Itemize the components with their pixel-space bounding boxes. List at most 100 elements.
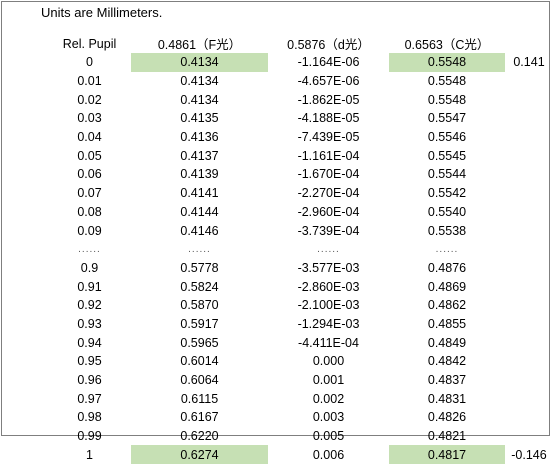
rel-pupil-cell: 0.03: [77, 111, 102, 126]
table-row: 0.94 0.5965 -4.411E-04 0.4849: [0, 333, 553, 352]
extra-value-cell: [505, 277, 553, 296]
d-line-cell: -2.270E-04: [297, 186, 360, 201]
table-row: 0.97 0.6115 0.002 0.4831: [0, 389, 553, 408]
f-line-cell: 0.6167: [180, 410, 219, 425]
table-row: 0.9 0.5778 -3.577E-03 0.4876: [0, 259, 553, 278]
f-line-cell: 0.6274: [131, 445, 268, 464]
f-line-cell: 0.6115: [180, 391, 219, 406]
rel-pupil-cell: 1: [86, 447, 93, 462]
rel-pupil-cell: 0.99: [77, 429, 102, 444]
table-row: 0.02 0.4134 -1.862E-05 0.5548: [0, 90, 553, 109]
table-row: 0.09 0.4146 -3.739E-04 0.5538: [0, 221, 553, 240]
d-line-cell: -1.862E-05: [297, 92, 360, 107]
f-line-cell: 0.5917: [180, 316, 219, 331]
ellipsis-row: ........................: [0, 240, 553, 259]
rel-pupil-cell: 0.96: [77, 373, 102, 388]
f-line-cell: 0.4134: [131, 53, 268, 72]
f-line-cell: ......: [188, 243, 211, 255]
d-line-cell: -2.100E-03: [297, 298, 360, 313]
f-line-cell: 0.4137: [180, 148, 219, 163]
rel-pupil-cell: 0.09: [77, 223, 102, 238]
d-line-cell: 0.006: [312, 447, 345, 462]
extra-value-cell: [505, 203, 553, 222]
extra-value-cell: [505, 109, 553, 128]
c-line-cell: 0.5547: [427, 111, 467, 126]
c-line-cell: 0.4862: [427, 298, 467, 313]
extra-value-cell: [505, 259, 553, 278]
header-f-line: 0.4861（F光）: [157, 38, 242, 52]
d-line-cell: 0.002: [312, 391, 345, 406]
extra-value-cell: [505, 146, 553, 165]
extra-value-cell: [505, 389, 553, 408]
table-row: 0.96 0.6064 0.001 0.4837: [0, 371, 553, 390]
d-line-cell: -3.577E-03: [297, 260, 360, 275]
extra-value-cell: [505, 315, 553, 334]
rel-pupil-cell: 0.98: [77, 410, 102, 425]
c-line-cell: 0.5542: [427, 186, 467, 201]
table-row: 0.01 0.4134 -4.657E-06 0.5548: [0, 72, 553, 91]
extra-value-cell: [505, 221, 553, 240]
d-line-cell: 0.000: [312, 354, 345, 369]
d-line-cell: -1.164E-06: [297, 55, 360, 70]
rel-pupil-cell: 0.06: [77, 167, 102, 182]
extra-value-cell: [505, 333, 553, 352]
rel-pupil-cell: 0: [86, 55, 93, 70]
d-line-cell: -1.294E-03: [297, 316, 360, 331]
table-row: 0.06 0.4139 -1.670E-04 0.5544: [0, 165, 553, 184]
table-row: 0.95 0.6014 0.000 0.4842: [0, 352, 553, 371]
extra-value-cell: [505, 296, 553, 315]
d-line-cell: 0.001: [312, 373, 345, 388]
table-row: 0.05 0.4137 -1.161E-04 0.5545: [0, 146, 553, 165]
c-line-cell: 0.4817: [389, 445, 505, 464]
rel-pupil-cell: 0.9: [80, 260, 99, 275]
table-row: 0.03 0.4135 -4.188E-05 0.5547: [0, 109, 553, 128]
table-row: 1 0.6274 0.006 0.4817 -0.146: [0, 445, 553, 464]
table-row: 0.93 0.5917 -1.294E-03 0.4855: [0, 315, 553, 334]
d-line-cell: 0.003: [312, 410, 345, 425]
c-line-cell: 0.5540: [427, 204, 467, 219]
f-line-cell: 0.4139: [180, 167, 219, 182]
header-d-line: 0.5876（d光）: [287, 38, 370, 52]
rel-pupil-cell: 0.02: [77, 92, 102, 107]
d-line-cell: 0.005: [312, 429, 345, 444]
f-line-cell: 0.4135: [180, 111, 219, 126]
extra-value-cell: [505, 371, 553, 390]
d-line-cell: -1.161E-04: [297, 148, 360, 163]
extra-value-cell: [505, 128, 553, 147]
f-line-cell: 0.4134: [180, 74, 219, 89]
d-line-cell: ......: [317, 243, 340, 255]
rel-pupil-cell: 0.92: [77, 298, 102, 313]
table-row: 0.92 0.5870 -2.100E-03 0.4862: [0, 296, 553, 315]
extra-value-cell: [505, 427, 553, 446]
rel-pupil-cell: 0.01: [77, 74, 102, 89]
c-line-cell: 0.5548: [427, 92, 467, 107]
d-line-cell: -4.411E-04: [298, 335, 359, 350]
c-line-cell: 0.4842: [427, 354, 467, 369]
f-line-cell: 0.4134: [180, 92, 219, 107]
c-line-cell: 0.4837: [427, 373, 467, 388]
d-line-cell: -4.657E-06: [297, 74, 360, 89]
f-line-cell: 0.5870: [180, 298, 219, 313]
rel-pupil-cell: 0.05: [77, 148, 102, 163]
d-line-cell: -2.860E-03: [297, 279, 360, 294]
extra-value-cell: [505, 352, 553, 371]
f-line-cell: 0.4146: [180, 223, 219, 238]
f-line-cell: 0.6014: [180, 354, 219, 369]
d-line-cell: -3.739E-04: [297, 223, 360, 238]
f-line-cell: 0.5824: [180, 279, 219, 294]
table-row: 0.91 0.5824 -2.860E-03 0.4869: [0, 277, 553, 296]
extra-value-cell: [505, 72, 553, 91]
header-rel-pupil: Rel. Pupil: [62, 36, 117, 51]
d-line-cell: -7.439E-05: [297, 130, 360, 145]
table-row: 0 0.4134 -1.164E-06 0.5548 0.141: [0, 53, 553, 72]
rel-pupil-cell: 0.91: [77, 279, 102, 294]
table-row: 0.98 0.6167 0.003 0.4826: [0, 408, 553, 427]
d-line-cell: -2.960E-04: [297, 204, 360, 219]
f-line-cell: 0.5778: [180, 260, 219, 275]
table-row: 0.04 0.4136 -7.439E-05 0.5546: [0, 128, 553, 147]
table-header-row: Rel. Pupil 0.4861（F光） 0.5876（d光） 0.6563（…: [0, 34, 553, 53]
d-line-cell: -1.670E-04: [297, 167, 360, 182]
c-line-cell: 0.4826: [427, 410, 467, 425]
rel-pupil-cell: ......: [78, 243, 101, 255]
rel-pupil-cell: 0.94: [77, 335, 102, 350]
